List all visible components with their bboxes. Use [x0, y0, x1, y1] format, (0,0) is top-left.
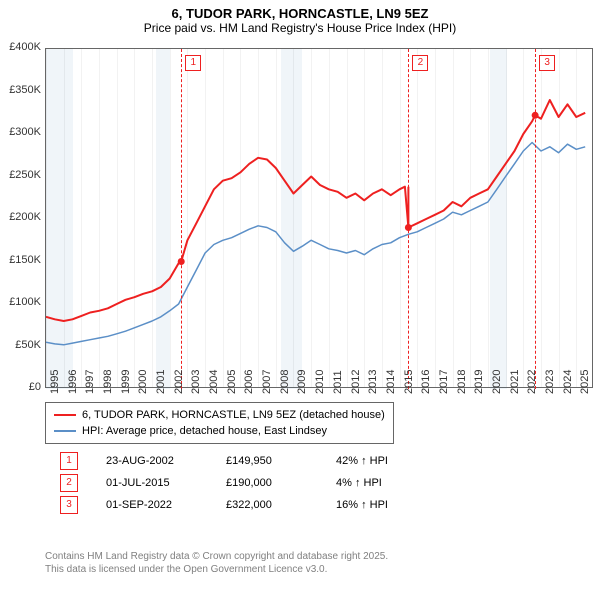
marker-line [408, 49, 409, 389]
x-tick-label: 2008 [279, 370, 291, 394]
x-tick-label: 2023 [544, 370, 556, 394]
x-tick-label: 2019 [473, 370, 485, 394]
marker-table-row: 2 01-JUL-2015£190,0004% ↑ HPI [60, 472, 436, 494]
chart-title: 6, TUDOR PARK, HORNCASTLE, LN9 5EZ [0, 0, 600, 21]
x-tick-label: 2009 [296, 370, 308, 394]
x-tick-label: 2024 [562, 370, 574, 394]
footer-line1: Contains HM Land Registry data © Crown c… [45, 550, 388, 563]
y-tick-label: £300K [1, 126, 41, 138]
y-tick-label: £350K [1, 84, 41, 96]
y-tick-label: £200K [1, 211, 41, 223]
marker-pct: 42% ↑ HPI [336, 455, 436, 467]
legend-swatch-blue [54, 430, 76, 432]
x-tick-label: 2010 [314, 370, 326, 394]
x-tick-label: 2003 [190, 370, 202, 394]
footer-line2: This data is licensed under the Open Gov… [45, 563, 388, 576]
x-tick-label: 2021 [509, 370, 521, 394]
y-tick-label: £400K [1, 41, 41, 53]
x-tick-label: 1995 [49, 370, 61, 394]
footer: Contains HM Land Registry data © Crown c… [45, 550, 388, 576]
marker-flag: 3 [539, 55, 555, 71]
x-tick-label: 2014 [385, 370, 397, 394]
x-tick-label: 2002 [173, 370, 185, 394]
marker-table-flag: 2 [60, 474, 78, 492]
marker-pct: 16% ↑ HPI [336, 499, 436, 511]
marker-date: 23-AUG-2002 [106, 455, 226, 467]
marker-price: £190,000 [226, 477, 336, 489]
x-tick-label: 2016 [420, 370, 432, 394]
marker-table-flag: 3 [60, 496, 78, 514]
legend-label-red: 6, TUDOR PARK, HORNCASTLE, LN9 5EZ (deta… [82, 407, 385, 423]
marker-line [181, 49, 182, 389]
x-tick-label: 2022 [526, 370, 538, 394]
x-tick-label: 1997 [84, 370, 96, 394]
x-tick-label: 2000 [137, 370, 149, 394]
x-tick-label: 2013 [367, 370, 379, 394]
chart-subtitle: Price paid vs. HM Land Registry's House … [0, 21, 600, 39]
y-tick-label: £100K [1, 296, 41, 308]
marker-table: 1 23-AUG-2002£149,95042% ↑ HPI 2 01-JUL-201… [60, 450, 436, 516]
x-tick-label: 2004 [208, 370, 220, 394]
marker-flag: 1 [185, 55, 201, 71]
x-tick-label: 1999 [120, 370, 132, 394]
x-tick-label: 2005 [226, 370, 238, 394]
x-tick-label: 2017 [438, 370, 450, 394]
y-tick-label: £150K [1, 254, 41, 266]
x-tick-label: 1998 [102, 370, 114, 394]
marker-price: £322,000 [226, 499, 336, 511]
marker-table-row: 1 23-AUG-2002£149,95042% ↑ HPI [60, 450, 436, 472]
y-tick-label: £250K [1, 169, 41, 181]
marker-flag: 2 [412, 55, 428, 71]
x-tick-label: 2020 [491, 370, 503, 394]
legend: 6, TUDOR PARK, HORNCASTLE, LN9 5EZ (deta… [45, 402, 394, 444]
legend-swatch-red [54, 414, 76, 416]
marker-pct: 4% ↑ HPI [336, 477, 436, 489]
marker-price: £149,950 [226, 455, 336, 467]
y-tick-label: £50K [1, 339, 41, 351]
x-tick-label: 2011 [332, 370, 344, 394]
marker-date: 01-JUL-2015 [106, 477, 226, 489]
chart-plot-area: 1 2 3 [45, 48, 593, 388]
marker-line [535, 49, 536, 389]
x-tick-label: 2025 [579, 370, 591, 394]
x-tick-label: 2015 [403, 370, 415, 394]
legend-label-blue: HPI: Average price, detached house, East… [82, 423, 327, 439]
x-tick-label: 2006 [243, 370, 255, 394]
x-tick-label: 2007 [261, 370, 273, 394]
y-tick-label: £0 [1, 381, 41, 393]
marker-date: 01-SEP-2022 [106, 499, 226, 511]
marker-table-row: 3 01-SEP-2022£322,00016% ↑ HPI [60, 494, 436, 516]
x-tick-label: 2018 [456, 370, 468, 394]
marker-table-flag: 1 [60, 452, 78, 470]
x-tick-label: 2012 [350, 370, 362, 394]
x-tick-label: 1996 [67, 370, 79, 394]
x-tick-label: 2001 [155, 370, 167, 394]
